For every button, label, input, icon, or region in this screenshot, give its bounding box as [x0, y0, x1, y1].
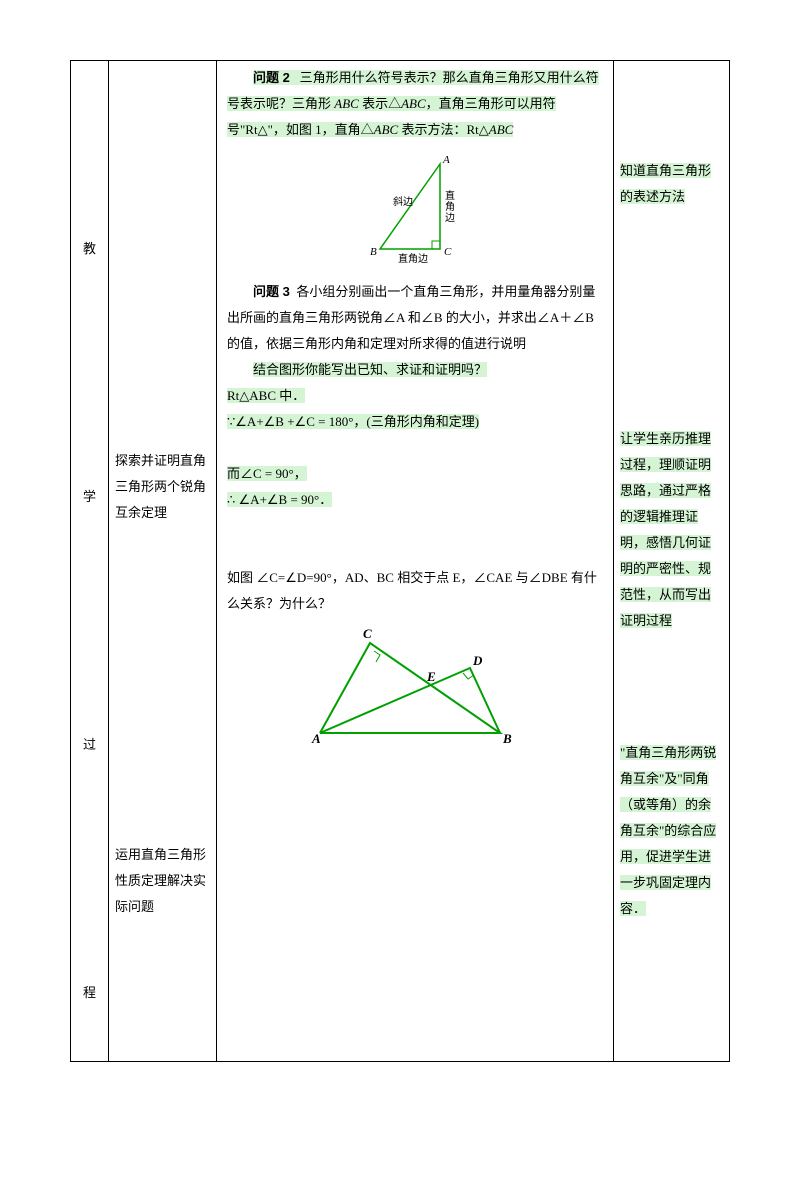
label-hyp: 斜边: [393, 195, 413, 208]
proof-line1: 结合图形你能写出已知、求证和证明吗？: [253, 362, 487, 377]
activity-2: 运用直角三角形性质定理解决实际问题: [115, 842, 210, 920]
label2-C: C: [363, 626, 372, 641]
col2-activities: 探索并证明直角三角形两个锐角互余定理 运用直角三角形性质定理解决实际问题: [109, 61, 217, 1062]
char-xue: 学: [77, 484, 102, 510]
col3-content: 问题 2 三角形用什么符号表示？那么直角三角形又用什么符号表示呢？三角形 ABC…: [217, 61, 614, 1062]
proof-line5: ∴ ∠A+∠B = 90°．: [227, 492, 332, 507]
label2-D: D: [472, 653, 483, 668]
note1: 知道直角三角形的表述方法: [620, 163, 711, 204]
example-text: 如图 ∠C=∠D=90°，AD、BC 相交于点 E，∠CAE 与∠DBE 有什么…: [227, 565, 603, 617]
label2-E: E: [426, 669, 436, 684]
label-A: A: [442, 154, 450, 166]
q3-label: 问题 3: [253, 284, 290, 299]
proof-line4: 而∠C = 90°，: [227, 466, 307, 481]
proof-line3: ∵∠A+∠B +∠C = 180°，(三角形内角和定理): [227, 414, 479, 429]
activity-1: 探索并证明直角三角形两个锐角互余定理: [115, 448, 210, 526]
label2-A: A: [311, 731, 321, 746]
label-B: B: [370, 246, 377, 258]
q2-abc2: ABC: [401, 96, 426, 111]
q2-abc4: ABC: [489, 122, 514, 137]
label2-B: B: [502, 731, 512, 746]
row-header-teaching-process: 教 学 过 程: [71, 61, 109, 1062]
note2: 让学生亲历推理过程，理顺证明思路，通过严格的逻辑推理证明，感悟几何证明的严密性、…: [620, 431, 711, 628]
label-bottom-side: 直角边: [398, 252, 428, 265]
note3: "直角三角形两锐角互余"及"同角（或等角）的余角互余"的综合应用，促进学生进一步…: [620, 745, 716, 916]
q2-abc1: ABC: [331, 96, 362, 111]
right-triangle-diagram: A B C 斜边 直角边 直角边: [227, 149, 603, 269]
label-C: C: [444, 246, 452, 258]
col4-notes: 知道直角三角形的表述方法 让学生亲历推理过程，理顺证明思路，通过严格的逻辑推理证…: [614, 61, 730, 1062]
q2-label: 问题 2: [253, 70, 290, 85]
proof-line2: Rt△ABC 中．: [227, 388, 305, 403]
char-jiao: 教: [77, 236, 102, 262]
q2-abc3: ABC: [374, 122, 402, 137]
label-right-side: 直角边: [445, 189, 455, 224]
char-guo: 过: [77, 732, 102, 758]
q2-text4: 表示方法：Rt△: [401, 122, 488, 137]
char-cheng: 程: [77, 980, 102, 1006]
q2-text2: 表示△: [362, 96, 401, 111]
two-triangles-diagram: A B C D E: [227, 623, 603, 753]
